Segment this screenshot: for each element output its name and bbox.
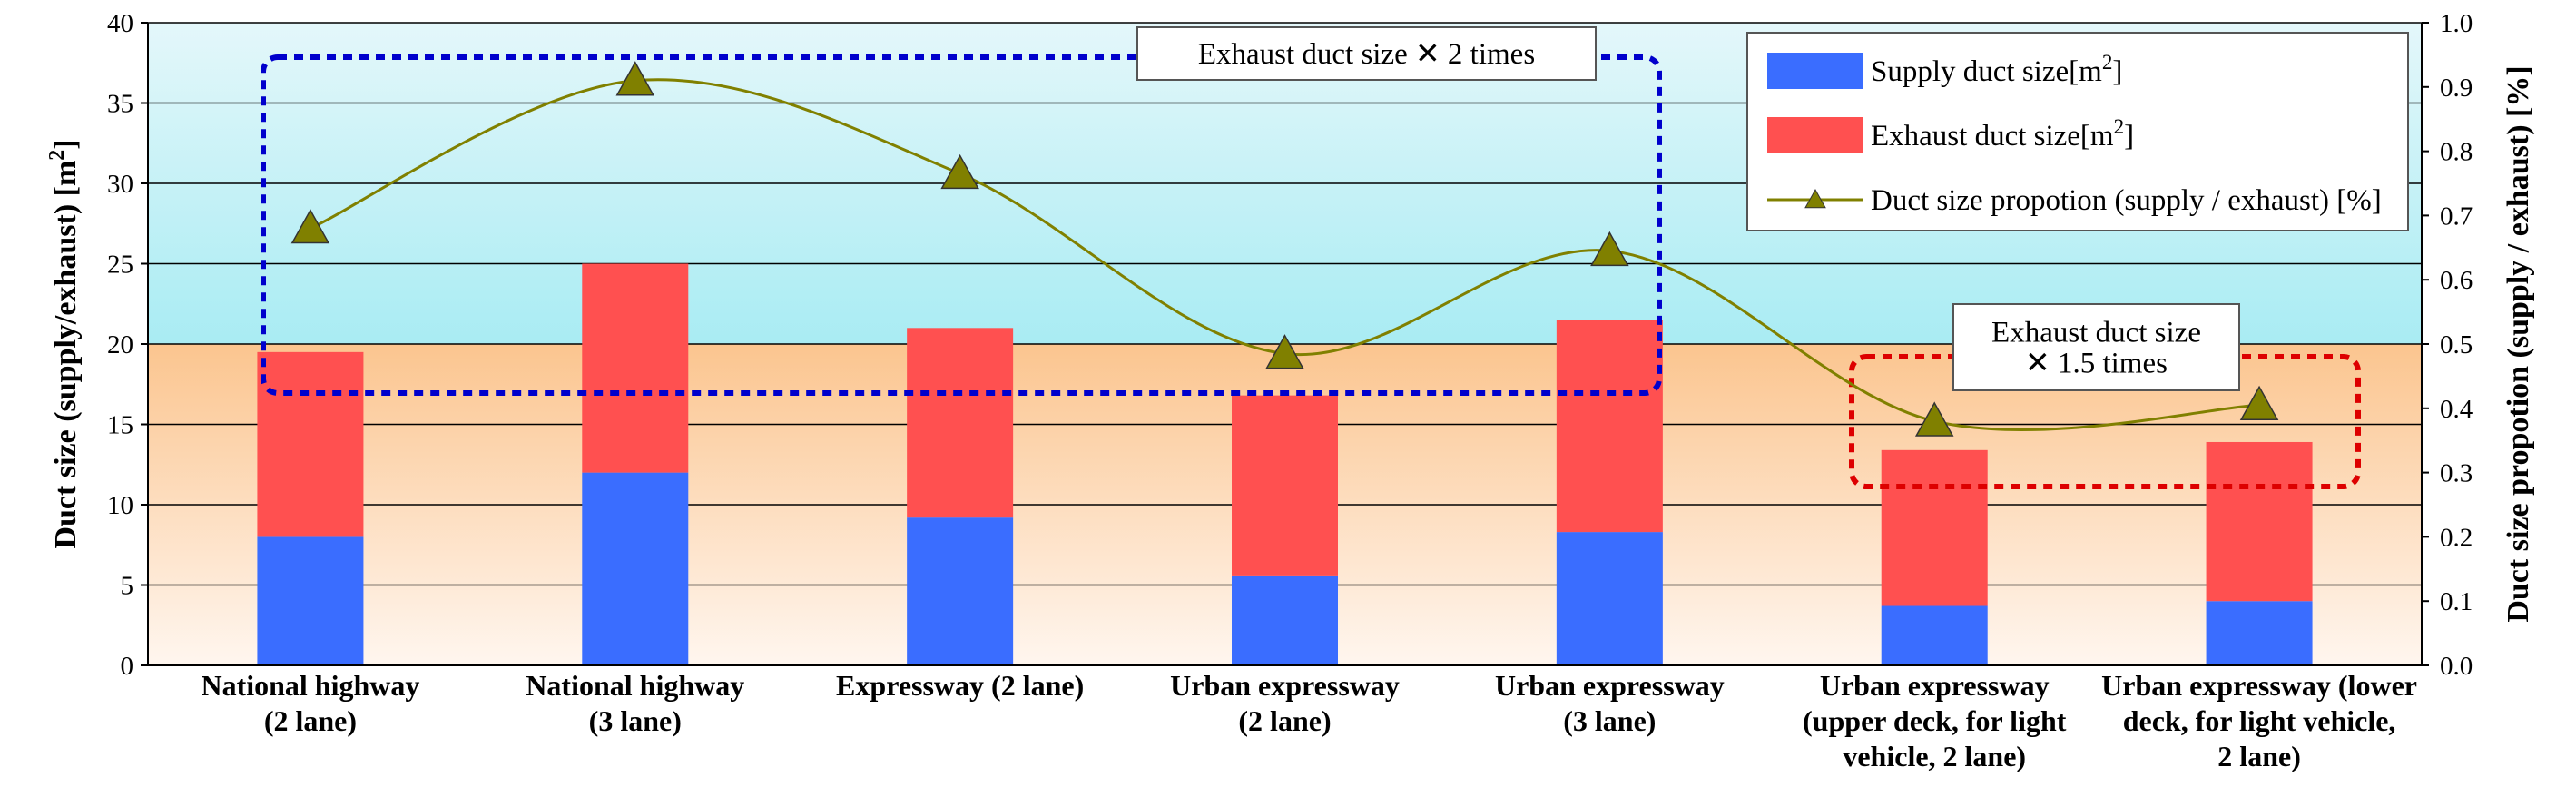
y-tick-label: 35 <box>107 90 133 119</box>
y2-axis-title: Duct size propotion (supply / exhaust) [… <box>2502 65 2535 622</box>
y2-tick-label: 0.5 <box>2440 330 2473 359</box>
y2-tick-label: 0.7 <box>2440 202 2473 231</box>
annotation-text: Exhaust duct size ✕ 2 times <box>1198 38 1535 71</box>
y-axis-title: Duct size (supply/exhaust) [m2] <box>45 139 83 548</box>
proportion-marker <box>290 209 330 244</box>
y-tick-label: 15 <box>107 411 133 440</box>
legend-swatch-exhaust <box>1767 117 1863 153</box>
x-category-label: Urban expressway (lower deck, for light v… <box>2101 669 2417 772</box>
supply-bar <box>1881 605 1988 665</box>
exhaust-bar <box>1881 449 1988 606</box>
y-tick-label: 10 <box>107 491 133 520</box>
proportion-marker <box>615 61 655 96</box>
x-category-label: National highway (3 lane) <box>526 669 744 737</box>
proportion-marker <box>2239 385 2279 421</box>
y2-tick-label: 0.9 <box>2440 74 2473 103</box>
y2-tick-label: 1.0 <box>2440 9 2473 38</box>
proportion-marker <box>940 153 979 190</box>
annotation-label-box <box>1136 26 1597 81</box>
x-category-label: Urban expressway (2 lane) <box>1170 669 1400 737</box>
annotation-text: Exhaust duct size <box>1991 317 2201 349</box>
exhaust-bar <box>257 351 364 537</box>
x-category-label: Urban expressway (upper deck, for light ve… <box>1803 669 2067 772</box>
x-category-label: National highway (2 lane) <box>201 669 419 737</box>
exhaust-bar <box>2206 441 2313 602</box>
y-tick-label: 30 <box>107 170 133 199</box>
exhaust-bar <box>582 263 689 473</box>
proportion-marker <box>1590 231 1629 267</box>
legend-label: Exhaust duct size[m2] <box>1871 114 2134 153</box>
legend-marker-proportion <box>1804 188 1826 209</box>
y-tick-label: 25 <box>107 251 133 280</box>
y-tick-label: 5 <box>121 572 134 601</box>
exhaust-bar <box>1232 395 1338 576</box>
x-category-label: Urban expressway (3 lane) <box>1495 669 1725 737</box>
y2-tick-label: 0.0 <box>2440 652 2473 681</box>
supply-bar <box>1232 575 1338 665</box>
proportion-marker <box>1265 334 1304 369</box>
y2-tick-label: 0.1 <box>2440 587 2473 616</box>
y-tick-label: 20 <box>107 330 133 359</box>
annotation-text: ✕ 1.5 times <box>2025 348 2168 380</box>
annotation-box <box>261 54 1662 396</box>
supply-bar <box>907 517 1014 665</box>
supply-bar <box>1556 532 1663 665</box>
supply-bar <box>257 536 364 665</box>
y-tick-label: 0 <box>121 652 134 681</box>
y2-tick-label: 0.2 <box>2440 523 2473 552</box>
exhaust-bar <box>907 328 1014 518</box>
legend-swatch-supply <box>1767 53 1863 89</box>
y2-tick-label: 0.8 <box>2440 138 2473 167</box>
y-tick-label: 40 <box>107 9 133 38</box>
supply-bar <box>2206 601 2313 665</box>
legend-label: Duct size propotion (supply / exhaust) [… <box>1871 184 2382 217</box>
x-category-label: Expressway (2 lane) <box>836 669 1084 702</box>
y2-tick-label: 0.6 <box>2440 266 2473 295</box>
annotation-label-box <box>1952 303 2240 391</box>
supply-bar <box>582 472 689 665</box>
y2-tick-label: 0.3 <box>2440 459 2473 488</box>
exhaust-bar <box>1556 320 1663 533</box>
y2-tick-label: 0.4 <box>2440 395 2473 424</box>
legend-label: Supply duct size[m2] <box>1871 50 2122 88</box>
proportion-marker <box>1914 401 1954 437</box>
